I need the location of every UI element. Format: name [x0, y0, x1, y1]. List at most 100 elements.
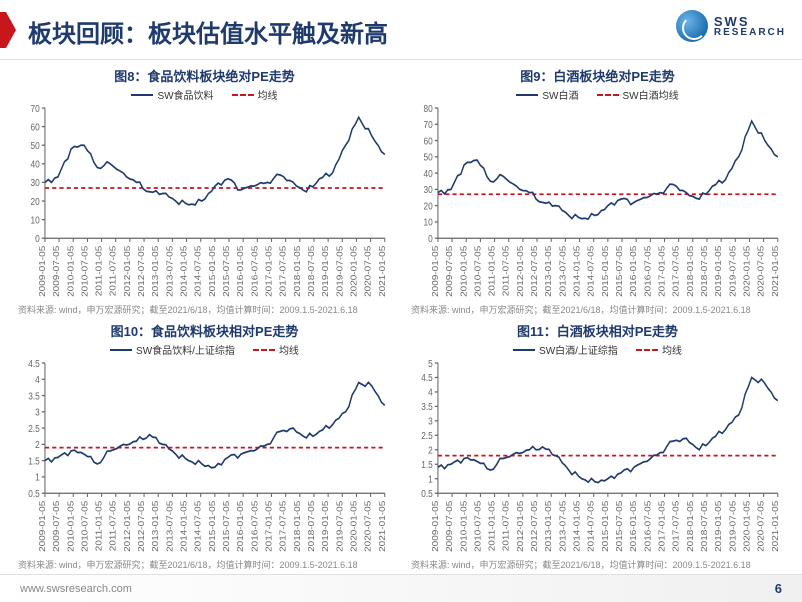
svg-text:2016-07-05: 2016-07-05 — [643, 246, 652, 297]
svg-text:2010-01-05: 2010-01-05 — [459, 501, 468, 552]
svg-text:2014-01-05: 2014-01-05 — [572, 501, 581, 552]
svg-text:2013-01-05: 2013-01-05 — [544, 501, 553, 552]
svg-text:2017-01-05: 2017-01-05 — [657, 246, 666, 297]
svg-text:3: 3 — [35, 407, 40, 418]
svg-text:2015-01-05: 2015-01-05 — [601, 246, 610, 297]
svg-text:2016-01-05: 2016-01-05 — [629, 246, 638, 297]
svg-text:2017-07-05: 2017-07-05 — [278, 246, 287, 297]
chart-svg: 010203040506070802009-01-052009-07-05201… — [411, 103, 784, 303]
svg-text:30: 30 — [31, 177, 40, 188]
svg-text:4.5: 4.5 — [28, 358, 40, 369]
chart-title: 图10：食品饮料板块相对PE走势 — [18, 321, 391, 340]
svg-text:2015-01-05: 2015-01-05 — [601, 501, 610, 552]
svg-text:2014-07-05: 2014-07-05 — [586, 246, 595, 297]
svg-text:70: 70 — [31, 103, 40, 114]
svg-text:1.5: 1.5 — [28, 456, 40, 467]
svg-text:2012-01-05: 2012-01-05 — [123, 501, 132, 552]
svg-text:2020-01-05: 2020-01-05 — [349, 246, 358, 297]
svg-text:2013-07-05: 2013-07-05 — [558, 246, 567, 297]
red-accent-arrow — [6, 12, 16, 48]
svg-text:2009-01-05: 2009-01-05 — [431, 246, 440, 297]
svg-text:40: 40 — [424, 168, 433, 179]
svg-text:0: 0 — [428, 233, 433, 244]
svg-text:2018-07-05: 2018-07-05 — [307, 501, 316, 552]
svg-text:4.5: 4.5 — [421, 373, 433, 384]
chart-8: 图8：食品饮料板块绝对PE走势 SW食品饮料 均线 01020304050607… — [18, 66, 391, 317]
svg-text:30: 30 — [424, 184, 433, 195]
svg-text:2019-01-05: 2019-01-05 — [321, 246, 330, 297]
svg-text:1: 1 — [428, 474, 433, 485]
chart-title: 图11：白酒板块相对PE走势 — [411, 321, 784, 340]
svg-text:2012-01-05: 2012-01-05 — [123, 246, 132, 297]
svg-text:2011-01-05: 2011-01-05 — [487, 501, 496, 551]
svg-text:2010-07-05: 2010-07-05 — [473, 501, 482, 552]
svg-text:2013-01-05: 2013-01-05 — [151, 501, 160, 552]
svg-text:2017-01-05: 2017-01-05 — [657, 501, 666, 552]
svg-text:2014-01-05: 2014-01-05 — [179, 246, 188, 297]
svg-text:2014-01-05: 2014-01-05 — [179, 501, 188, 552]
svg-text:2: 2 — [428, 445, 433, 456]
svg-text:2011-07-05: 2011-07-05 — [502, 246, 511, 296]
svg-text:2012-07-05: 2012-07-05 — [530, 501, 539, 552]
svg-text:3: 3 — [428, 416, 433, 427]
svg-text:2020-01-05: 2020-01-05 — [742, 501, 751, 552]
svg-text:2013-07-05: 2013-07-05 — [558, 501, 567, 552]
svg-text:2018-01-05: 2018-01-05 — [686, 246, 695, 297]
svg-text:2010-01-05: 2010-01-05 — [66, 246, 75, 297]
legend: SW白酒/上证综指 均线 — [411, 342, 784, 357]
chart-10: 图10：食品饮料板块相对PE走势 SW食品饮料/上证综指 均线 0.511.52… — [18, 321, 391, 572]
svg-text:2018-01-05: 2018-01-05 — [293, 501, 302, 552]
legend: SW白酒 SW白酒均线 — [411, 87, 784, 102]
svg-text:1.5: 1.5 — [421, 459, 433, 470]
svg-text:2020-07-05: 2020-07-05 — [756, 501, 765, 552]
svg-text:2010-07-05: 2010-07-05 — [80, 501, 89, 552]
svg-text:2013-01-05: 2013-01-05 — [151, 246, 160, 297]
svg-text:10: 10 — [424, 217, 433, 228]
logo-en: RESEARCH — [714, 28, 786, 38]
svg-text:2016-01-05: 2016-01-05 — [236, 246, 245, 297]
svg-text:60: 60 — [424, 136, 433, 147]
footer-page: 6 — [775, 581, 782, 596]
svg-text:2009-01-05: 2009-01-05 — [38, 501, 47, 552]
chart-svg: 0.511.522.533.544.52009-01-052009-07-052… — [18, 358, 391, 558]
svg-text:2010-07-05: 2010-07-05 — [473, 246, 482, 297]
svg-text:2011-01-05: 2011-01-05 — [94, 246, 103, 296]
svg-text:2010-01-05: 2010-01-05 — [459, 246, 468, 297]
svg-text:2019-07-05: 2019-07-05 — [335, 246, 344, 297]
source-text: 资料来源: wind，申万宏源研究；截至2021/6/18，均值计算时间：200… — [411, 305, 784, 317]
svg-text:2019-01-05: 2019-01-05 — [714, 246, 723, 297]
svg-text:2019-01-05: 2019-01-05 — [714, 501, 723, 552]
svg-text:60: 60 — [31, 122, 40, 133]
chart-title: 图8：食品饮料板块绝对PE走势 — [18, 66, 391, 85]
svg-text:2013-01-05: 2013-01-05 — [544, 246, 553, 297]
svg-text:2021-01-05: 2021-01-05 — [771, 246, 780, 297]
page-title: 板块回顾：板块估值水平触及新高 — [28, 14, 388, 49]
svg-text:2012-01-05: 2012-01-05 — [516, 246, 525, 297]
svg-text:2019-07-05: 2019-07-05 — [728, 501, 737, 552]
svg-text:20: 20 — [31, 196, 40, 207]
svg-text:0: 0 — [35, 233, 40, 244]
source-text: 资料来源: wind，申万宏源研究；截至2021/6/18，均值计算时间：200… — [18, 305, 391, 317]
svg-text:2012-01-05: 2012-01-05 — [516, 501, 525, 552]
chart-svg: 0.511.522.533.544.552009-01-052009-07-05… — [411, 358, 784, 558]
svg-text:2014-01-05: 2014-01-05 — [572, 246, 581, 297]
svg-text:2015-07-05: 2015-07-05 — [222, 246, 231, 297]
svg-text:2013-07-05: 2013-07-05 — [165, 246, 174, 297]
svg-text:2011-07-05: 2011-07-05 — [109, 501, 118, 551]
svg-text:2012-07-05: 2012-07-05 — [137, 246, 146, 297]
svg-text:50: 50 — [424, 152, 433, 163]
svg-text:0.5: 0.5 — [421, 488, 433, 499]
chart-11: 图11：白酒板块相对PE走势 SW白酒/上证综指 均线 0.511.522.53… — [411, 321, 784, 572]
header: 板块回顾：板块估值水平触及新高 SWS RESEARCH — [0, 0, 802, 60]
svg-text:4: 4 — [428, 387, 433, 398]
footer: www.swsresearch.com 6 — [0, 574, 802, 602]
svg-text:2009-07-05: 2009-07-05 — [445, 246, 454, 297]
svg-text:2021-01-05: 2021-01-05 — [378, 501, 387, 552]
svg-text:2021-01-05: 2021-01-05 — [378, 246, 387, 297]
legend: SW食品饮料 均线 — [18, 87, 391, 102]
svg-text:2011-01-05: 2011-01-05 — [94, 501, 103, 551]
svg-text:10: 10 — [31, 215, 40, 226]
svg-text:2017-07-05: 2017-07-05 — [671, 501, 680, 552]
svg-text:2014-07-05: 2014-07-05 — [193, 501, 202, 552]
svg-text:2.5: 2.5 — [28, 423, 40, 434]
